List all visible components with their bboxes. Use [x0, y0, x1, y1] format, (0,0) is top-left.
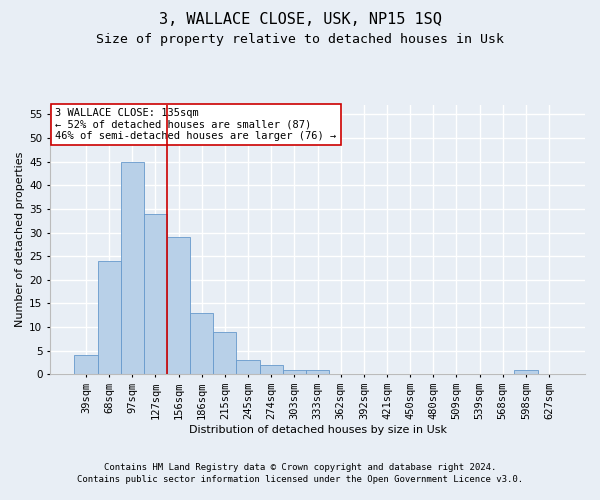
- Bar: [514, 370, 538, 374]
- Bar: [283, 370, 306, 374]
- Bar: [306, 370, 329, 374]
- Text: Contains HM Land Registry data © Crown copyright and database right 2024.: Contains HM Land Registry data © Crown c…: [104, 464, 496, 472]
- Text: Contains public sector information licensed under the Open Government Licence v3: Contains public sector information licen…: [77, 474, 523, 484]
- Y-axis label: Number of detached properties: Number of detached properties: [15, 152, 25, 328]
- Text: Size of property relative to detached houses in Usk: Size of property relative to detached ho…: [96, 32, 504, 46]
- Bar: [121, 162, 144, 374]
- Bar: [144, 214, 167, 374]
- Bar: [190, 313, 214, 374]
- Bar: [236, 360, 260, 374]
- Bar: [260, 365, 283, 374]
- Bar: [98, 261, 121, 374]
- Bar: [214, 332, 236, 374]
- Bar: [167, 238, 190, 374]
- Bar: [74, 356, 98, 374]
- Text: 3, WALLACE CLOSE, USK, NP15 1SQ: 3, WALLACE CLOSE, USK, NP15 1SQ: [158, 12, 442, 28]
- Text: 3 WALLACE CLOSE: 135sqm
← 52% of detached houses are smaller (87)
46% of semi-de: 3 WALLACE CLOSE: 135sqm ← 52% of detache…: [55, 108, 337, 141]
- X-axis label: Distribution of detached houses by size in Usk: Distribution of detached houses by size …: [188, 425, 446, 435]
